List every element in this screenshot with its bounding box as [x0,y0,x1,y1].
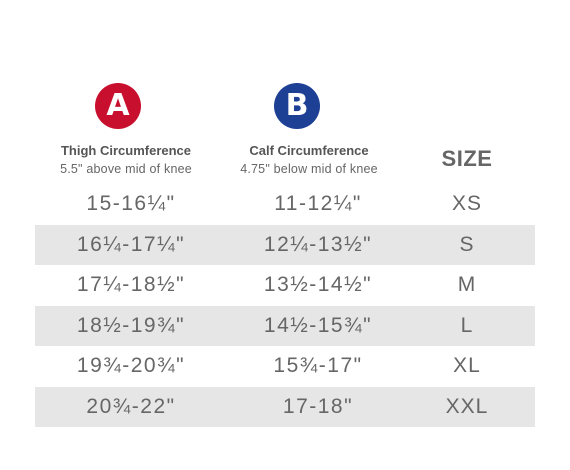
calf-title: Calf Circumference [249,143,369,158]
thigh-title: Thigh Circumference [60,143,192,158]
badge-b: B [274,83,320,129]
size-cell: S [459,232,475,256]
calf-cell: 12¼-13½" [263,232,373,256]
thigh-header: Thigh Circumference 5.5" above mid of kn… [26,143,226,176]
size-table: 15-16¼" 11-12¼" XS 16¼-17¼" 12¼-13½" S 1… [35,184,535,427]
table-row: 20¾-22" 17-18" XXL [35,386,535,427]
thigh-cell: 17¼-18½" [76,273,186,297]
size-cell: XXL [445,394,489,418]
thigh-cell: 19¾-20¾" [76,354,186,378]
calf-cell: 11-12¼" [274,192,362,216]
calf-cell: 15¾-17" [273,354,363,378]
calf-cell: 17-18" [282,394,354,418]
size-cell: XS [451,192,482,216]
size-header: SIZE [441,146,493,171]
thigh-cell: 18½-19¾" [76,313,186,337]
table-row: 16¼-17¼" 12¼-13½" S [35,224,535,265]
calf-header: Calf Circumference 4.75" below mid of kn… [209,143,409,176]
thigh-cell: 20¾-22" [86,394,176,418]
size-cell: XL [453,354,481,378]
badge-a: A [95,83,141,129]
table-row: 18½-19¾" 14½-15¾" L [35,305,535,346]
calf-cell: 14½-15¾" [263,313,373,337]
table-row: 17¼-18½" 13½-14½" M [35,265,535,306]
thigh-cell: 16¼-17¼" [76,232,186,256]
thigh-subtitle: 5.5" above mid of knee [60,162,192,176]
calf-subtitle: 4.75" below mid of knee [240,162,378,176]
table-row: 15-16¼" 11-12¼" XS [35,184,535,225]
calf-cell: 13½-14½" [263,273,373,297]
size-cell: L [460,313,474,337]
table-row: 19¾-20¾" 15¾-17" XL [35,346,535,387]
size-cell: M [457,273,477,297]
thigh-cell: 15-16¼" [86,192,176,216]
